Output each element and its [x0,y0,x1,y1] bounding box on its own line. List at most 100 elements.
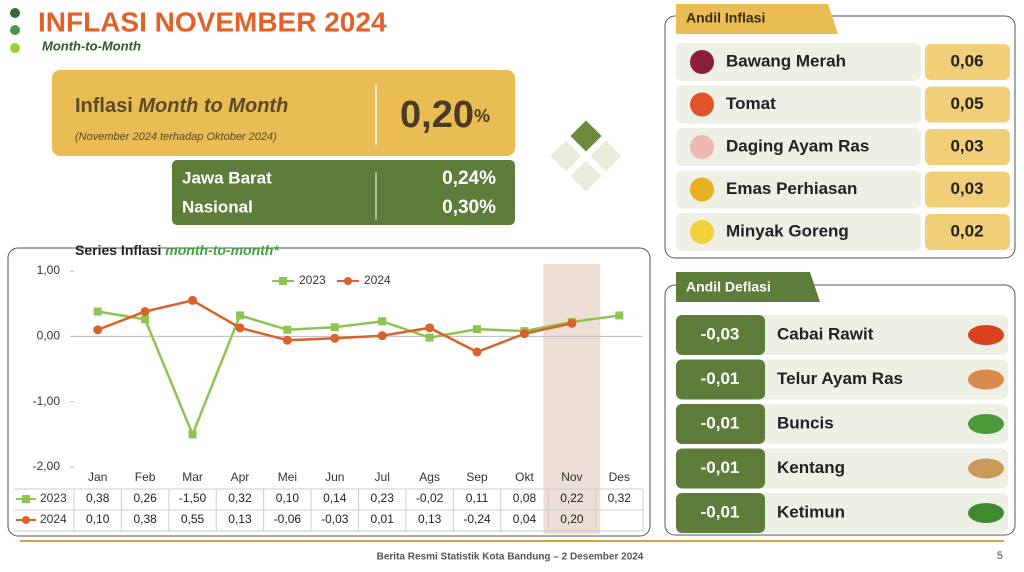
item-bg [676,128,921,166]
region-name: Jawa Barat [182,168,272,187]
dot [10,25,20,35]
region-value: 0,30% [442,197,496,218]
marker [188,295,198,305]
x-tick-label: Mar [182,470,203,484]
marker [519,329,529,339]
label: Inflasi [75,95,133,117]
item-name: Kentang [777,458,845,477]
marker [377,331,387,341]
item-bg [676,85,921,124]
marker [235,311,244,320]
item-icon [690,177,714,202]
item-value: 0,05 [950,94,983,113]
x-tick-label: Ags [419,470,440,484]
x-tick-label: Nov [561,470,582,484]
item-name: Emas Perhiasan [726,179,857,198]
item-name: Minyak Goreng [726,221,849,240]
legend-key [22,495,30,503]
dot [10,43,20,53]
item-bg [676,213,921,251]
marker [567,318,577,328]
x-tick-label: Jun [325,470,344,484]
item-icon [690,50,714,74]
data-label: -0,24 [463,512,491,526]
data-label: 0,10 [276,491,300,505]
item-name: Buncis [777,413,834,432]
data-label: 0,01 [371,512,395,526]
data-label: 0,10 [86,512,110,526]
title-emphasis: month-to-month* [165,242,279,258]
data-label: 0,04 [513,512,537,526]
label-emphasis: Month to Month [138,95,288,117]
item-icon [968,458,1004,479]
item-value: -0,01 [701,413,740,432]
item-bg [676,170,921,209]
item-bg [676,43,921,81]
item-value: 0,03 [950,136,983,155]
data-label: 0,08 [513,491,537,505]
item-value: -0,03 [701,324,740,343]
legend-key [344,277,352,285]
item-icon [968,369,1004,390]
item-value: -0,01 [701,369,740,388]
page-number: 5 [997,550,1003,562]
x-tick-label: Apr [231,470,250,484]
marker [330,323,339,332]
data-label: 0,20 [560,512,584,526]
x-tick-label: Jan [88,470,107,484]
chart-title: Series Inflasi month-to-month* [75,242,279,258]
data-label: 0,13 [418,512,442,526]
item-name: Tomat [726,94,776,113]
region-name: Nasional [182,197,253,216]
region-value: 0,24% [442,168,496,189]
item-value-bg [676,359,765,400]
item-value-bg [925,171,1010,208]
marker [93,307,102,316]
decoration [550,120,622,192]
item-icon [968,414,1004,434]
legend-label: 2024 [364,273,391,287]
chart-panel [7,247,651,537]
data-label: -0,02 [416,491,444,505]
page-subtitle: Month-to-Month [42,38,141,53]
summary-note: (November 2024 terhadap Oktober 2024) [75,131,277,143]
item-icon [968,325,1004,345]
item-name: Ketimun [777,502,845,521]
marker [378,317,387,326]
marker [425,323,435,333]
data-label: 0,38 [86,491,110,505]
chart: -2,00 -1,00 0,00 1,00 Jan Feb Mar Apr Mei Jun Jul A… [14,263,644,534]
summary-box [52,70,515,156]
item-icon [690,92,714,117]
data-label: -0,03 [321,512,349,526]
data-label: -1,50 [179,491,207,505]
series-line [97,310,620,438]
marker [283,325,292,334]
marker [93,325,103,335]
panel-title: Andil Deflasi [686,279,771,295]
marker [615,311,624,320]
marker [473,325,482,334]
item-value-bg [925,44,1010,80]
item-value-bg [925,129,1010,165]
item-value-bg [676,493,765,533]
marker [425,333,434,342]
summary-value: 0,20% [400,94,490,136]
dot [10,8,20,18]
item-value: 0,03 [950,179,983,198]
item-icon [690,135,714,159]
legend-label: 2024 [40,512,67,526]
legend-label: 2023 [299,273,326,287]
item-name: Telur Ayam Ras [777,369,903,388]
y-tick-label: -1,00 [33,394,61,408]
y-tick-label: 0,00 [37,329,61,343]
legend-key [22,516,30,524]
item-value-bg [925,86,1010,123]
unit: % [474,106,490,126]
item-value: -0,01 [701,458,740,477]
panel-tab [676,272,820,302]
marker [140,307,150,317]
panel-title: Andil Inflasi [686,10,765,26]
marker [282,335,292,345]
